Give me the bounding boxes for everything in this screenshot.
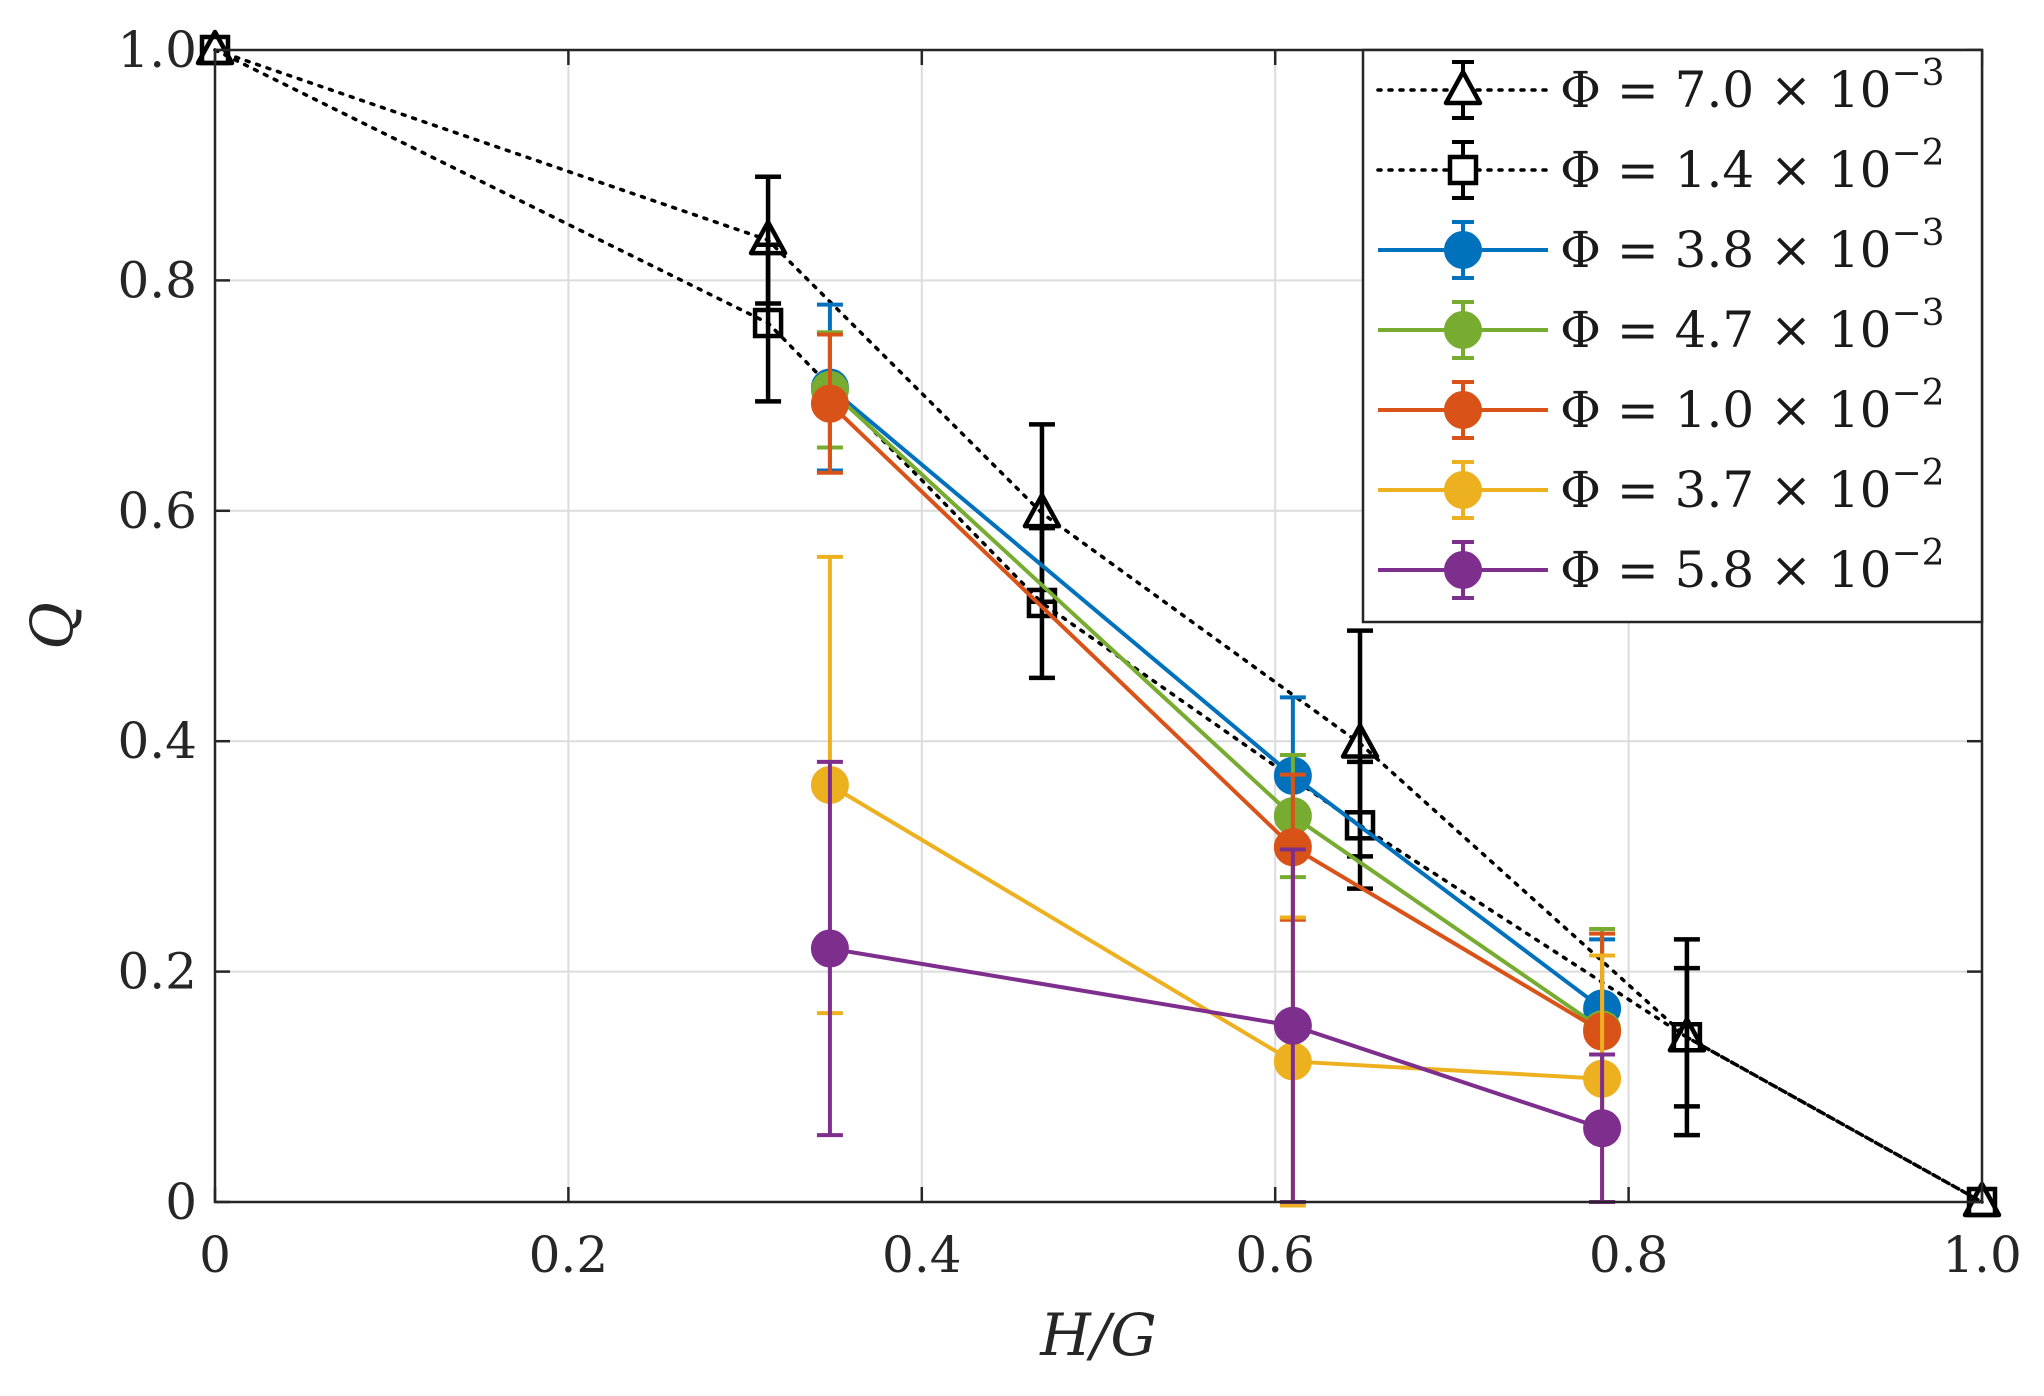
y-tick-label: 1.0 (117, 21, 197, 79)
legend-label: Φ = 1.0 × 10−2 (1560, 373, 1945, 439)
x-tick-label: 0.4 (882, 1226, 962, 1284)
y-tick-label: 0.8 (117, 251, 197, 309)
legend-label-mantissa: Φ = 4.7 × 10 (1560, 301, 1892, 359)
x-tick-label: 0.6 (1235, 1226, 1315, 1284)
legend-marker-circle (1444, 551, 1482, 589)
x-tick-label: 1.0 (1942, 1226, 2022, 1284)
y-tick-label: 0 (165, 1173, 197, 1231)
series-7 (810, 759, 1622, 1204)
legend-entry-3: Φ = 3.8 × 10−3 (1378, 213, 1945, 280)
legend-label-exponent: −3 (1892, 53, 1945, 94)
x-tick-label: 0 (199, 1226, 231, 1284)
legend-marker-circle (1444, 471, 1482, 509)
y-tick-label: 0.4 (117, 712, 197, 770)
legend-entry-2: Φ = 1.4 × 10−2 (1376, 133, 1945, 200)
legend-entry-1: Φ = 7.0 × 10−3 (1376, 53, 1945, 120)
legend-label-exponent: −2 (1892, 373, 1945, 414)
legend-label-mantissa: Φ = 3.8 × 10 (1560, 221, 1892, 279)
axes-box (213, 48, 1984, 1204)
legend-label-exponent: −3 (1892, 213, 1945, 254)
legend-marker-triangle (1443, 69, 1483, 106)
series-line (213, 48, 1984, 1204)
data-point-circle (1583, 1109, 1622, 1148)
legend-label-mantissa: Φ = 1.0 × 10 (1560, 381, 1892, 439)
legend-entry-7: Φ = 5.8 × 10−2 (1378, 533, 1945, 600)
legend-label-exponent: −2 (1892, 453, 1945, 494)
legend-label: Φ = 7.0 × 10−3 (1560, 53, 1945, 119)
legend-label: Φ = 5.8 × 10−2 (1560, 533, 1945, 599)
data-point-square (1344, 810, 1376, 841)
legend-label-exponent: −3 (1892, 293, 1945, 334)
series-line (213, 48, 1984, 1204)
legend-entry-6: Φ = 3.7 × 10−2 (1378, 453, 1945, 520)
legend-label-mantissa: Φ = 3.7 × 10 (1560, 461, 1892, 519)
legend-label-mantissa: Φ = 1.4 × 10 (1560, 141, 1892, 199)
y-axis-label: Q (18, 602, 86, 650)
legend-label: Φ = 1.4 × 10−2 (1560, 133, 1945, 199)
legend-label: Φ = 3.7 × 10−2 (1560, 453, 1945, 519)
data-point-circle (810, 384, 849, 423)
legend-marker-circle (1444, 231, 1482, 269)
x-tick-label: 0.2 (529, 1226, 609, 1284)
legend-marker-square (1447, 154, 1479, 186)
data-point-circle (1273, 1006, 1312, 1045)
axes: 0 0.2 0.4 0.6 0.8 1.0 0 0.2 0.4 0.6 0.8 1.0 H/G Q (18, 21, 2022, 1369)
legend-marker-circle (1444, 311, 1482, 349)
legend-label-mantissa: Φ = 7.0 × 10 (1560, 61, 1892, 119)
legend: Φ = 7.0 × 10−3Φ = 1.4 × 10−2Φ = 3.8 × 10… (1361, 48, 1984, 624)
x-axis-label: H/G (1039, 1301, 1156, 1369)
y-tick-label: 0.2 (117, 943, 197, 1001)
legend-entry-5: Φ = 1.0 × 10−2 (1378, 373, 1945, 440)
data-point-square (1026, 587, 1058, 619)
legend-label: Φ = 3.8 × 10−3 (1560, 213, 1945, 279)
legend-label-exponent: −2 (1892, 533, 1945, 574)
legend-label-exponent: −2 (1892, 133, 1945, 174)
data-point-square (1671, 1022, 1703, 1053)
legend-label: Φ = 4.7 × 10−3 (1560, 293, 1945, 359)
data-point-circle (810, 929, 849, 968)
data-point-square (752, 307, 784, 339)
data-point-triangle (1340, 723, 1380, 759)
legend-marker-circle (1444, 391, 1482, 429)
x-tick-label: 0.8 (1589, 1226, 1669, 1284)
plot-series (195, 29, 2002, 1218)
y-tick-label: 0.6 (117, 482, 197, 540)
legend-label-mantissa: Φ = 5.8 × 10 (1560, 541, 1892, 599)
legend-entry-4: Φ = 4.7 × 10−3 (1378, 293, 1945, 360)
